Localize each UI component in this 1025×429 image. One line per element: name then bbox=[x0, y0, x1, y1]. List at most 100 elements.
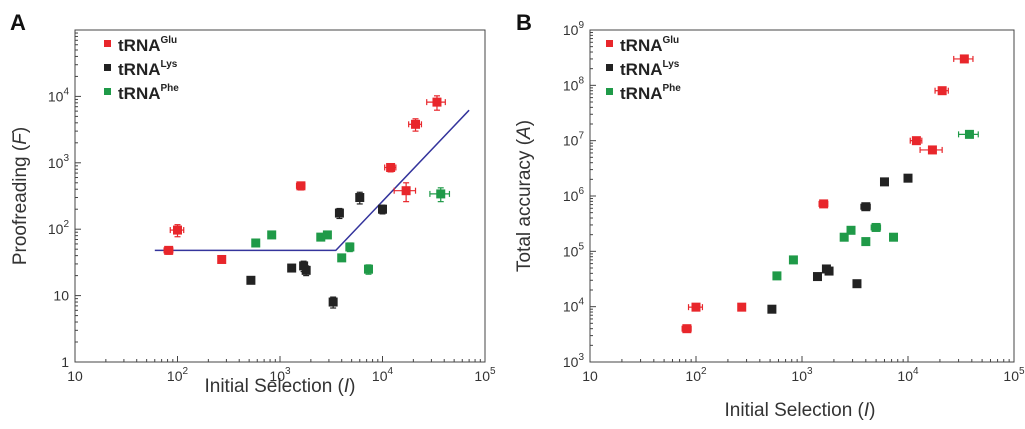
panel-a-point-lys bbox=[328, 296, 338, 309]
panel-a-legend-label-phe: tRNAPhe bbox=[118, 83, 179, 103]
legend-base: tRNA bbox=[118, 36, 161, 55]
panel-b-x-tick-label: 10 bbox=[582, 368, 598, 384]
panel-b-legend-label-glu: tRNAGlu bbox=[620, 35, 679, 55]
panel-a-marker-phe bbox=[316, 232, 326, 242]
legend-superscript: Glu bbox=[161, 35, 178, 46]
panel-b-x-title-main: Initial Selection ( bbox=[724, 400, 864, 421]
panel-a-y-tick-label: 1 bbox=[61, 354, 69, 370]
panel-b-marker-phe bbox=[788, 255, 798, 265]
panel-b-marker-lys bbox=[767, 304, 777, 314]
panel-a-point-glu bbox=[169, 224, 185, 238]
panel-a-marker-glu bbox=[411, 119, 421, 129]
panel-a-marker-phe bbox=[345, 242, 355, 252]
panel-b-marker-glu bbox=[911, 136, 921, 146]
panel-b-marks bbox=[681, 54, 979, 334]
x-tick-exponent: 3 bbox=[285, 366, 291, 377]
panel-a-point-phe bbox=[267, 230, 277, 240]
panel-b-x-title-var: I bbox=[864, 400, 870, 421]
x-tick-exponent: 3 bbox=[807, 366, 813, 377]
panel-b-point-lys bbox=[812, 272, 822, 282]
legend-superscript: Phe bbox=[663, 83, 682, 94]
panel-a-marker-lys bbox=[246, 275, 256, 285]
legend-base: tRNA bbox=[118, 84, 161, 103]
panel-b-marker-phe bbox=[861, 237, 871, 247]
panel-a-y-title-end: ) bbox=[10, 127, 31, 133]
panel-a-point-lys bbox=[334, 207, 344, 220]
panel-a-legend-swatch-lys bbox=[104, 64, 111, 71]
y-tick-base: 10 bbox=[53, 288, 69, 304]
y-tick-exponent: 5 bbox=[578, 241, 584, 252]
panel-b-legend-swatch-glu bbox=[606, 40, 613, 47]
panel-b-marker-phe bbox=[964, 129, 974, 139]
y-tick-exponent: 4 bbox=[63, 86, 69, 97]
y-tick-base: 1 bbox=[61, 354, 69, 370]
panel-a-frame bbox=[74, 29, 486, 363]
legend-base: tRNA bbox=[118, 60, 161, 79]
legend-base: tRNA bbox=[620, 36, 663, 55]
y-tick-exponent: 3 bbox=[578, 352, 584, 363]
y-tick-base: 10 bbox=[563, 133, 579, 149]
panel-b-point-lys bbox=[879, 177, 889, 187]
panel-a-point-phe bbox=[345, 242, 355, 253]
panel-b-point-phe bbox=[889, 232, 899, 242]
x-tick-base: 10 bbox=[582, 368, 598, 384]
panel-b-point-phe bbox=[957, 129, 979, 139]
panel-b-marker-phe bbox=[889, 232, 899, 242]
x-tick-base: 10 bbox=[685, 368, 701, 384]
panel-b-point-glu bbox=[909, 136, 923, 146]
panel-b-y-title-var: A bbox=[514, 126, 535, 140]
panel-a-x-tick-label: 104 bbox=[372, 366, 394, 384]
panel-b-point-glu bbox=[818, 199, 829, 209]
panel-a-point-glu bbox=[295, 181, 306, 191]
y-tick-exponent: 2 bbox=[63, 219, 69, 230]
panel-a-letter: A bbox=[10, 10, 26, 35]
x-tick-exponent: 4 bbox=[388, 366, 394, 377]
panel-a-marker-glu bbox=[401, 186, 411, 196]
panel-b-marker-glu bbox=[737, 302, 747, 312]
panel-a-marker-lys bbox=[287, 263, 297, 273]
panel-b-point-glu bbox=[681, 324, 692, 334]
x-tick-base: 10 bbox=[67, 368, 83, 384]
panel-a-x-title-end: ) bbox=[349, 376, 355, 397]
y-tick-base: 10 bbox=[563, 188, 579, 204]
y-tick-base: 10 bbox=[563, 299, 579, 315]
panel-a-point-lys bbox=[378, 204, 387, 215]
panel-b-marker-phe bbox=[772, 271, 782, 281]
panel-b-y-tick-label: 105 bbox=[563, 241, 585, 259]
panel-b-point-lys bbox=[767, 304, 777, 314]
panel-a-y-title-var: F bbox=[10, 132, 31, 145]
panel-a-x-tick-label: 10 bbox=[67, 368, 83, 384]
y-tick-base: 10 bbox=[48, 155, 64, 171]
legend-base: tRNA bbox=[620, 60, 663, 79]
panel-a-marker-phe bbox=[322, 230, 332, 240]
legend-superscript: Lys bbox=[161, 59, 178, 70]
panel-b-point-phe bbox=[772, 271, 782, 281]
panel-a-y-title-main: Proofreading ( bbox=[10, 144, 31, 265]
panel-b-point-phe bbox=[839, 232, 849, 242]
panel-a-point-glu bbox=[384, 162, 397, 173]
panel-a-y-tick-label: 10 bbox=[53, 288, 69, 304]
panel-b-legend-label-lys: tRNALys bbox=[620, 59, 680, 79]
panel-a-point-phe bbox=[337, 253, 347, 263]
panel-b-letter: B bbox=[516, 10, 532, 35]
panel-b-y-tick-label: 109 bbox=[563, 20, 585, 38]
panel-b-x-tick-label: 104 bbox=[897, 366, 919, 384]
panel-a-point-glu bbox=[408, 118, 423, 132]
x-tick-base: 10 bbox=[474, 368, 490, 384]
panel-b-marker-phe bbox=[846, 225, 856, 235]
y-tick-base: 10 bbox=[563, 243, 579, 259]
panel-a-marker-lys bbox=[301, 265, 311, 275]
panel-b-frame bbox=[589, 29, 1015, 363]
x-tick-base: 10 bbox=[269, 368, 285, 384]
y-tick-base: 10 bbox=[48, 88, 64, 104]
panel-b-marker-lys bbox=[852, 279, 862, 289]
panel-b-point-lys bbox=[860, 202, 871, 212]
panel-b-y-tick-label: 104 bbox=[563, 297, 585, 315]
panel-a-x-tick-label: 105 bbox=[474, 366, 496, 384]
legend-superscript: Glu bbox=[663, 35, 680, 46]
panel-a-legend-label-lys: tRNALys bbox=[118, 59, 178, 79]
x-tick-base: 10 bbox=[167, 368, 183, 384]
